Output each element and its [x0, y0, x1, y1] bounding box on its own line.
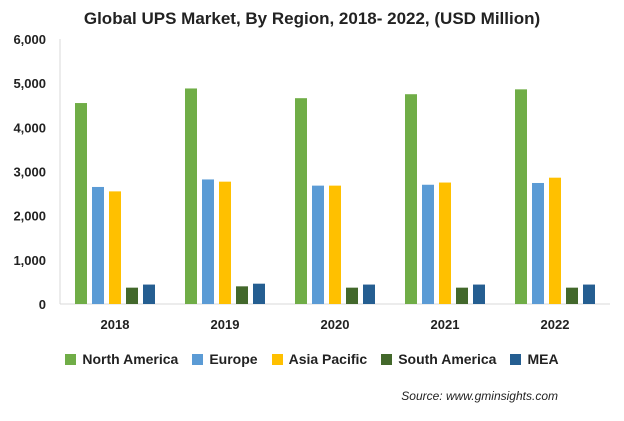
- bar: [405, 94, 417, 304]
- legend-item: Asia Pacific: [271, 351, 368, 367]
- bar: [219, 181, 231, 304]
- bar: [439, 182, 451, 304]
- x-tick-label: 2021: [431, 317, 460, 332]
- bar: [109, 191, 121, 304]
- source-note: Source: www.gminsights.com: [401, 389, 558, 403]
- bar: [236, 286, 248, 304]
- bar: [566, 287, 578, 304]
- legend-item: North America: [65, 351, 178, 367]
- legend-label: Asia Pacific: [288, 351, 368, 367]
- legend-item: Europe: [192, 351, 258, 367]
- chart-title: Global UPS Market, By Region, 2018- 2022…: [83, 9, 541, 28]
- x-tick-label: 2022: [541, 317, 570, 332]
- bar: [346, 287, 358, 304]
- y-tick-label: 3,000: [13, 165, 46, 180]
- bar: [126, 287, 138, 304]
- bar: [202, 179, 214, 304]
- bar: [143, 284, 155, 304]
- legend-label: Europe: [209, 351, 258, 367]
- bar: [422, 184, 434, 304]
- bar: [549, 177, 561, 304]
- y-tick-label: 4,000: [13, 120, 46, 135]
- bar: [92, 186, 104, 304]
- bar: [532, 182, 544, 304]
- chart-legend: North America Europe Asia Pacific South Ame…: [0, 351, 624, 367]
- bar: [583, 284, 595, 304]
- legend-label: MEA: [527, 351, 559, 367]
- y-tick-label: 1,000: [13, 253, 46, 268]
- legend-item: South America: [381, 351, 496, 367]
- legend-item: MEA: [510, 351, 559, 367]
- x-tick-label: 2018: [101, 317, 130, 332]
- legend-swatch: [271, 353, 283, 365]
- x-tick-label: 2019: [211, 317, 240, 332]
- bar: [473, 284, 485, 304]
- y-tick-label: 2,000: [13, 209, 46, 224]
- y-tick-label: 0: [39, 297, 46, 312]
- bar: [185, 88, 197, 304]
- bar: [295, 98, 307, 304]
- x-tick-label: 2020: [321, 317, 350, 332]
- legend-swatch: [192, 353, 204, 365]
- y-tick-label: 6,000: [13, 32, 46, 47]
- legend-label: South America: [398, 351, 497, 367]
- legend-swatch: [510, 353, 522, 365]
- bar: [515, 89, 527, 304]
- bar: [363, 284, 375, 304]
- bar: [329, 185, 341, 304]
- legend-label: North America: [82, 351, 179, 367]
- bar: [75, 103, 87, 305]
- bar: [253, 283, 265, 304]
- legend-swatch: [65, 353, 77, 365]
- legend-swatch: [381, 353, 393, 365]
- bar: [456, 287, 468, 304]
- y-tick-label: 5,000: [13, 76, 46, 91]
- bar: [312, 185, 324, 304]
